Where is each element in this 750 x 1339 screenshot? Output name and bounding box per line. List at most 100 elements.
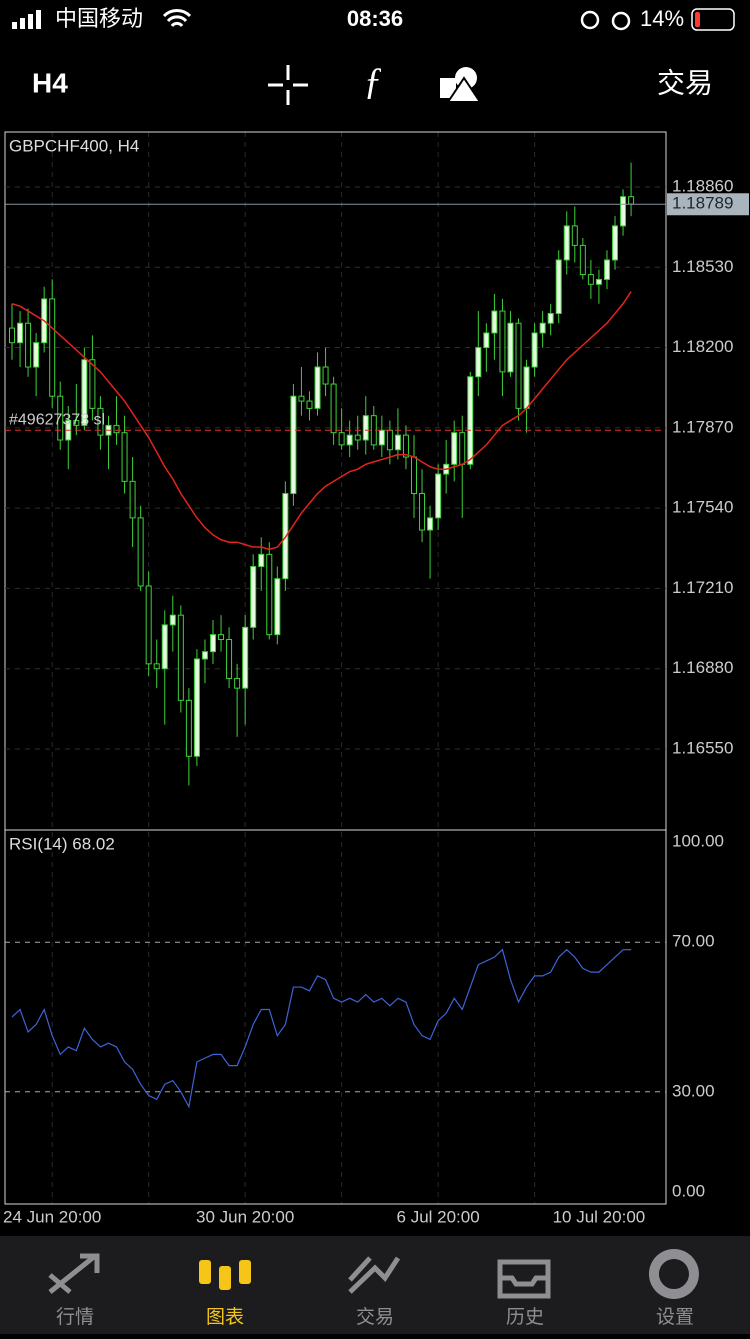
status-bar: 中国移动 08:36 14% [12,6,735,31]
panel-title: RSI(14) 68.02 [9,834,115,853]
candle-body [25,322,32,368]
candle-body [314,366,321,409]
candle-body [459,432,466,465]
candle-body [153,663,160,670]
crosshair-icon[interactable] [268,65,308,105]
candle-body [121,432,128,482]
candle-body [89,359,96,409]
trade-button[interactable]: 交易 [657,67,713,98]
signal [36,10,41,29]
candle-body [539,322,546,334]
candle-body [298,395,305,402]
candle-body [161,624,168,670]
candle-body [612,225,618,261]
x-tick-label: 30 Jun 20:00 [196,1207,294,1226]
candle-body [145,585,152,665]
candle-body [386,429,393,451]
battery-level [695,12,700,27]
candle-body [210,634,216,653]
tab-icon [239,1260,251,1284]
candle-body [419,493,426,531]
candle-body [595,278,602,285]
candle-body [491,310,498,334]
signal [12,22,17,29]
candle-body [73,420,80,426]
tab-label[interactable]: 图表 [206,1306,244,1328]
candle-body [274,578,281,636]
candle-body [467,376,474,465]
candle-body [242,626,249,689]
tab-icon [348,1256,401,1294]
tab-icon [219,1266,231,1290]
y-tick-label: 0.00 [672,1181,705,1200]
candle-body [427,517,434,531]
y-tick-label: 1.18530 [672,257,733,276]
shape [446,76,482,103]
tab-label[interactable]: 行情 [56,1306,94,1328]
candle-body [218,634,225,641]
price-tag [667,193,749,216]
candle-body [362,415,369,441]
candle-body [9,327,15,344]
signal [28,14,33,29]
candle-body [563,225,570,261]
rsi-line [11,948,632,1109]
candle-body [378,429,385,446]
candle-body [258,553,265,568]
tab-icon [199,1260,211,1284]
candle-body [113,424,120,434]
candle-body [411,456,417,495]
candle-body [555,259,562,314]
carrier: 中国移动 [55,6,143,31]
y-tick-label: 1.16880 [672,658,733,677]
candle-body [306,400,313,409]
tab-icon [649,1249,699,1299]
candle-body [346,434,353,446]
y-tick-label: 1.17870 [672,417,733,436]
tab-icon [497,1259,551,1299]
current-price: 1.18789 [672,194,733,213]
candle-body [587,274,594,285]
y-tick-label: 1.17210 [672,578,733,597]
candle-body [193,658,200,757]
candle-body [330,383,337,434]
tab-label[interactable]: 历史 [506,1306,544,1328]
tab-label[interactable]: 交易 [356,1306,394,1328]
tab-label[interactable]: 设置 [656,1306,694,1328]
candle-body [603,259,610,280]
candle-body [499,310,506,373]
y-tick-label: 30.00 [672,1081,715,1100]
candle-body [547,312,554,324]
candle-body [169,614,176,626]
candle-body [137,517,144,587]
wifi-icon [162,9,192,28]
candle-body [57,395,64,441]
objects-icon[interactable] [440,67,482,103]
candle-body [394,434,401,451]
candle-body [475,347,482,378]
candle-body [49,298,56,397]
candle-body [226,639,233,679]
alarm-icon [611,11,631,31]
candle-body [515,322,522,409]
y-tick-label: 1.18200 [672,337,733,356]
candle-body [620,196,627,227]
candle-body [571,225,578,246]
timeframe[interactable]: H4 [32,67,68,98]
candle-body [628,196,635,205]
order-label: #49627373 sl [9,411,105,428]
candle-body [250,566,257,628]
indicator-icon[interactable]: ƒ [364,61,383,103]
signal [20,18,25,29]
panel-title: GBPCHF400, H4 [9,136,139,155]
panel-frame [4,829,667,1205]
candle-body [507,322,514,373]
y-tick-label: 1.17540 [672,498,733,517]
battery-text: 14% [640,6,684,31]
x-tick-label: 24 Jun 20:00 [3,1207,101,1226]
battery [691,8,735,31]
candle-body [483,332,490,349]
candle-body [266,553,273,636]
